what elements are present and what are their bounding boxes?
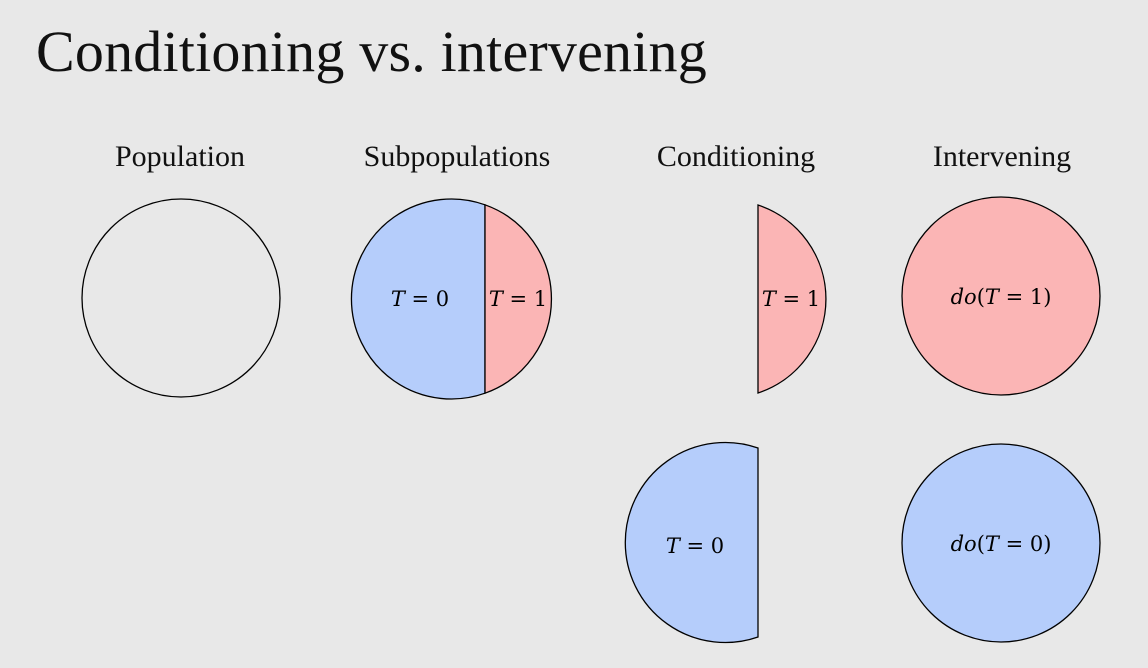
heading-population: Population [114,140,245,173]
slide-title: Conditioning vs. intervening [36,19,707,84]
heading-conditioning: Conditioning [656,140,816,173]
conditioning-treated-slice [757,204,827,394]
label-sub-t0: T = 0 [391,287,449,311]
subpop-control-half [350,198,486,400]
label-sub-t1: T = 1 [489,287,547,311]
intervening-control-circle [901,443,1101,643]
heading-subpopulations: Subpopulations [363,140,551,173]
population-circle [81,198,281,398]
label-do-t0: do(T = 0) [951,532,1052,556]
label-do-t1: do(T = 1) [951,285,1052,309]
subpopulations-circle [350,198,553,400]
intervening-treated-circle [901,196,1101,396]
label-cond-t1: T = 1 [762,287,820,311]
subpop-treated-half [484,203,553,395]
conditioning-control-slice [624,441,759,644]
heading-intervening: Intervening [932,140,1072,173]
label-cond-t0: T = 0 [666,534,724,558]
